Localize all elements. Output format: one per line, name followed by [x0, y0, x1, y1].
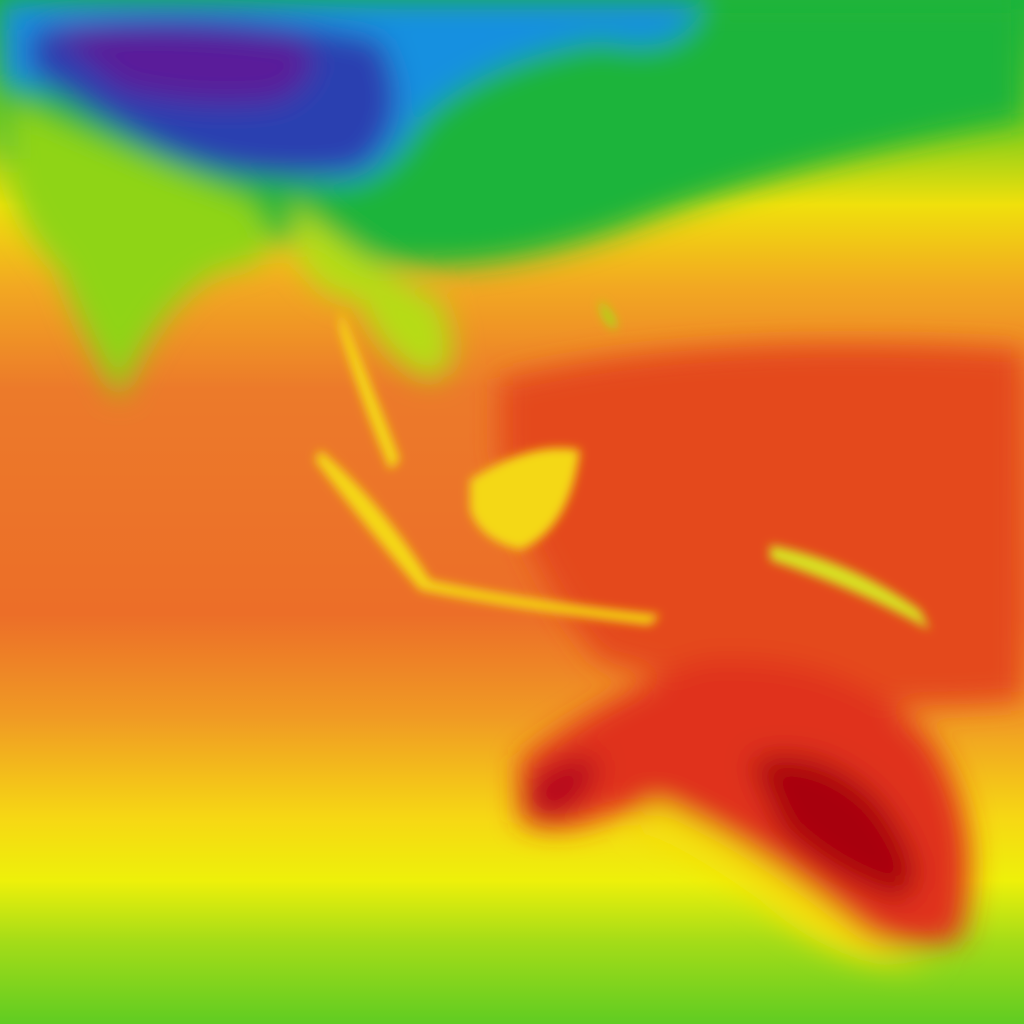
- region-australia-max: [750, 755, 916, 900]
- region-new-guinea: [770, 545, 930, 630]
- region-malay-peninsula: [340, 310, 400, 470]
- region-india: [10, 100, 270, 400]
- region-very-cold: [50, 26, 312, 104]
- region-philippines: [600, 300, 616, 330]
- region-west-australia-max: [525, 758, 600, 820]
- region-indochina: [290, 200, 453, 380]
- region-borneo: [470, 448, 580, 550]
- region-australia-coast: [640, 800, 940, 964]
- region-sumatra-java: [315, 450, 660, 625]
